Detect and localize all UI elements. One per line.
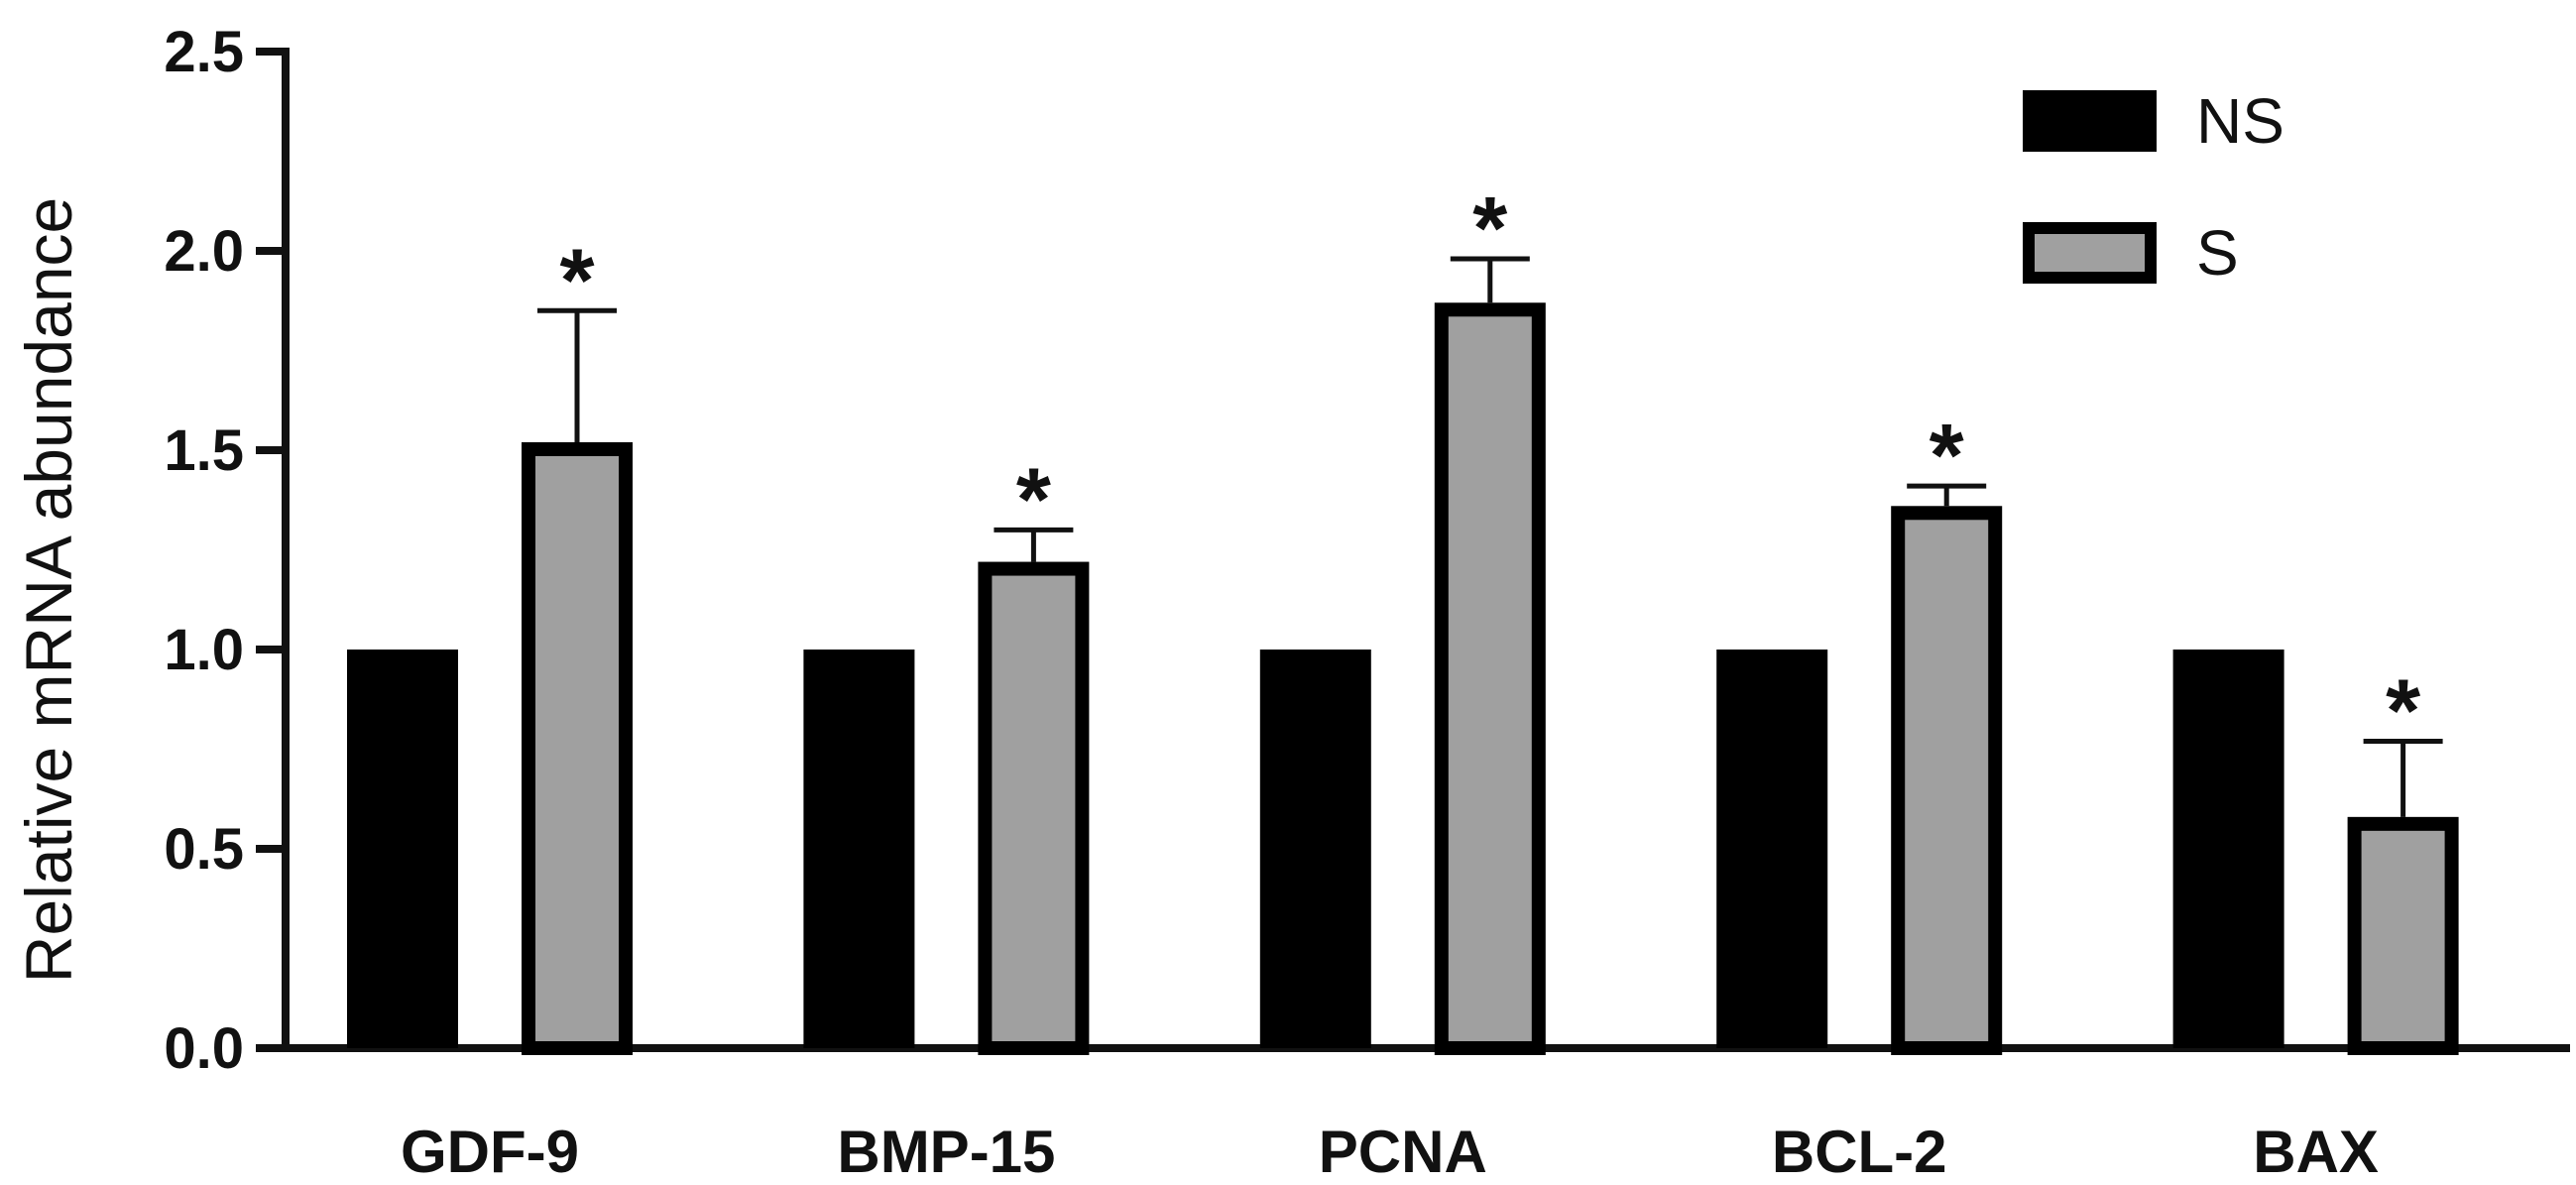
legend-label: NS [2196, 85, 2284, 157]
x-axis: GDF-9 BMP-15 PCNA BCL-2 BAX [282, 1044, 2570, 1185]
bar-s-bmp-15 [978, 561, 1090, 1055]
significance-marker: * [559, 231, 594, 330]
bar-ns-pcna [1259, 650, 1371, 1048]
x-tick-label: PCNA [1319, 1119, 1487, 1185]
significance-marker: * [1472, 179, 1507, 279]
x-tick-label: BMP-15 [837, 1119, 1055, 1185]
bar-s-bax [2347, 816, 2459, 1056]
legend-swatch-ns [2023, 90, 2157, 152]
legend-label: S [2196, 217, 2239, 289]
y-tick-label: 1.0 [164, 618, 244, 682]
bars [347, 302, 2459, 1056]
y-axis: 0.0 0.5 1.0 1.5 2.0 2.5 [164, 20, 290, 1081]
significance-marker: * [2386, 661, 2420, 761]
bar-s-pcna [1434, 302, 1546, 1055]
significance-marker: * [1016, 450, 1051, 549]
y-axis-title: Relative mRNA abundance [12, 197, 85, 983]
bar-ns-gdf-9 [347, 650, 458, 1048]
bar-s-gdf-9 [522, 441, 633, 1055]
significance-marker: * [1930, 407, 1964, 506]
legend-swatch-s [2023, 222, 2157, 284]
y-tick-label: 2.0 [164, 219, 244, 284]
x-tick-label: BAX [2253, 1119, 2379, 1185]
error-bars [537, 256, 2443, 817]
x-tick-label: GDF-9 [401, 1119, 579, 1185]
x-tick-label: BCL-2 [1772, 1119, 1947, 1185]
legend: NS S [2023, 85, 2284, 289]
y-tick-label: 0.0 [164, 1016, 244, 1081]
y-tick-label: 2.5 [164, 20, 244, 84]
bar-ns-bcl-2 [1716, 650, 1828, 1048]
bar-ns-bmp-15 [803, 650, 915, 1048]
y-tick-label: 1.5 [164, 418, 244, 483]
bar-s-bcl-2 [1891, 506, 2003, 1055]
bar-ns-bax [2172, 650, 2284, 1048]
y-tick-label: 0.5 [164, 817, 244, 882]
significance-markers: * * * * * [559, 179, 2420, 761]
